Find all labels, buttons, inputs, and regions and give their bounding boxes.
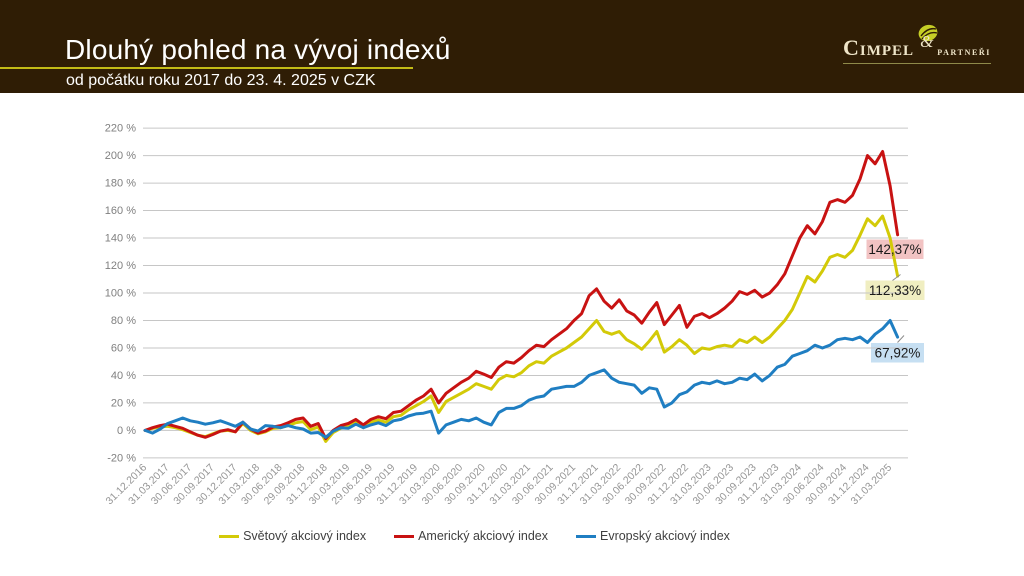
chart-legend: Světový akciový index Americký akciový in… (0, 529, 949, 543)
europe-label-leader-line (897, 335, 905, 343)
y-tick-label: -20 % (107, 452, 136, 464)
y-tick-label: 220 % (105, 123, 136, 135)
us-end-label: 142,37% (868, 242, 921, 257)
gridlines (143, 127, 908, 459)
legend-item-2: Evropský akciový index (575, 529, 730, 543)
y-tick-label: 40 % (111, 370, 136, 382)
legend-marker-icon (575, 534, 596, 538)
world-end-label: 112,33% (869, 283, 921, 298)
legend-item-1: Americký akciový index (394, 529, 548, 543)
page-title: Dlouhý pohled na vývoj indexů (65, 34, 451, 65)
legend-label: Americký akciový index (418, 529, 548, 543)
series-line-2 (143, 319, 900, 439)
series-lines (143, 150, 900, 443)
y-tick-label: 20 % (111, 397, 136, 409)
end-label-backgrounds (865, 239, 925, 363)
series-line-0 (143, 214, 900, 443)
us-end-label-bg (866, 239, 924, 259)
axis-tick-labels: 220 % 200 % 180 % 160 % 140 % 120 % 100 % 80 % 6… (104, 123, 895, 508)
end-label-texts: 142,37% 112,33% 67,92% (868, 242, 921, 361)
company-logo: Cimpel & partneři (843, 24, 991, 64)
europe-end-label: 67,92% (875, 346, 921, 361)
legend-label: Světový akciový index (243, 529, 367, 543)
legend-marker-icon (219, 534, 240, 538)
leaf-icon (918, 24, 938, 42)
logo-name: Cimpel (843, 35, 915, 60)
y-tick-label: 80 % (111, 315, 136, 327)
y-tick-label: 200 % (105, 150, 136, 162)
world-end-label-bg (865, 280, 925, 300)
y-tick-label: 0 % (117, 425, 136, 437)
slide-header: Dlouhý pohled na vývoj indexů od počátku… (0, 0, 1024, 93)
legend-label: Evropský akciový index (599, 529, 730, 543)
y-tick-label: 60 % (111, 342, 136, 354)
y-tick-label: 120 % (105, 260, 136, 272)
logo-underline (843, 63, 991, 64)
logo-suffix: partneři (937, 46, 991, 58)
legend-marker-icon (394, 534, 415, 538)
series-line-1 (143, 150, 900, 441)
y-tick-label: 180 % (105, 178, 136, 190)
logo-ampersand: & (920, 32, 934, 51)
y-tick-label: 100 % (105, 288, 136, 300)
world-label-leader-line (892, 274, 901, 281)
line-chart: 220 % 200 % 180 % 160 % 140 % 120 % 100 % 80 % 6… (104, 123, 925, 508)
legend-item-0: Světový akciový index (219, 529, 366, 543)
title-underline (0, 67, 413, 69)
y-tick-label: 140 % (105, 233, 136, 245)
page-subtitle: od počátku roku 2017 do 23. 4. 2025 v CZ… (66, 72, 376, 89)
y-tick-label: 160 % (105, 205, 136, 217)
